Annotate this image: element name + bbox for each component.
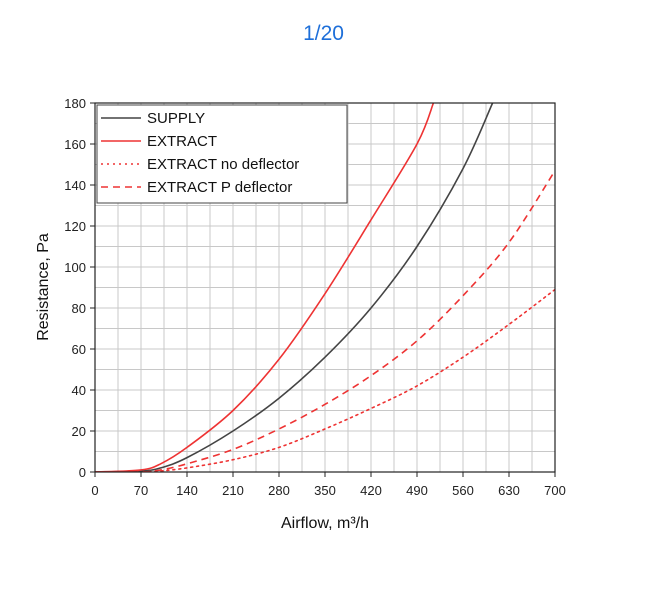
page-counter: 1/20 (303, 22, 344, 45)
x-tick-label: 560 (452, 483, 474, 498)
x-tick-label: 280 (268, 483, 290, 498)
x-tick-label: 700 (544, 483, 566, 498)
series-lines (95, 103, 555, 472)
legend: SUPPLY EXTRACT EXTRACT no deflector EXTRACT… (96, 104, 348, 204)
y-tick-label: 120 (64, 219, 86, 234)
x-tick-label: 140 (176, 483, 198, 498)
x-axis-title: Airflow, m³/h (281, 515, 369, 532)
series-line-3 (95, 288, 555, 472)
y-axis-title: Resistance, Pa (35, 233, 52, 341)
x-tick-label: 630 (498, 483, 520, 498)
legend-label-3: EXTRACT no deflector (147, 156, 299, 173)
series-line-1 (95, 103, 494, 472)
y-tick-label: 100 (64, 260, 86, 275)
y-tick-label: 60 (72, 342, 86, 357)
y-tick-label: 0 (79, 465, 86, 480)
legend-label-2: EXTRACT (147, 133, 217, 150)
x-tick-label: 350 (314, 483, 336, 498)
y-tick-label: 40 (72, 383, 86, 398)
x-tick-label: 210 (222, 483, 244, 498)
series-line-4 (95, 170, 555, 472)
legend-label-1: SUPPLY (147, 110, 205, 127)
x-tick-label: 70 (134, 483, 148, 498)
y-tick-label: 140 (64, 178, 86, 193)
x-tick-label: 490 (406, 483, 428, 498)
series-line-2 (95, 103, 435, 472)
y-tick-label: 180 (64, 96, 86, 111)
y-tick-label: 80 (72, 301, 86, 316)
y-tick-label: 20 (72, 424, 86, 439)
x-tick-label: 420 (360, 483, 382, 498)
axes: 0 70 140 210 280 350 420 490 560 630 700 0 20 40 60 80 1… (64, 96, 566, 498)
legend-label-4: EXTRACT P deflector (147, 179, 292, 196)
x-tick-label: 0 (91, 483, 98, 498)
y-tick-label: 160 (64, 137, 86, 152)
